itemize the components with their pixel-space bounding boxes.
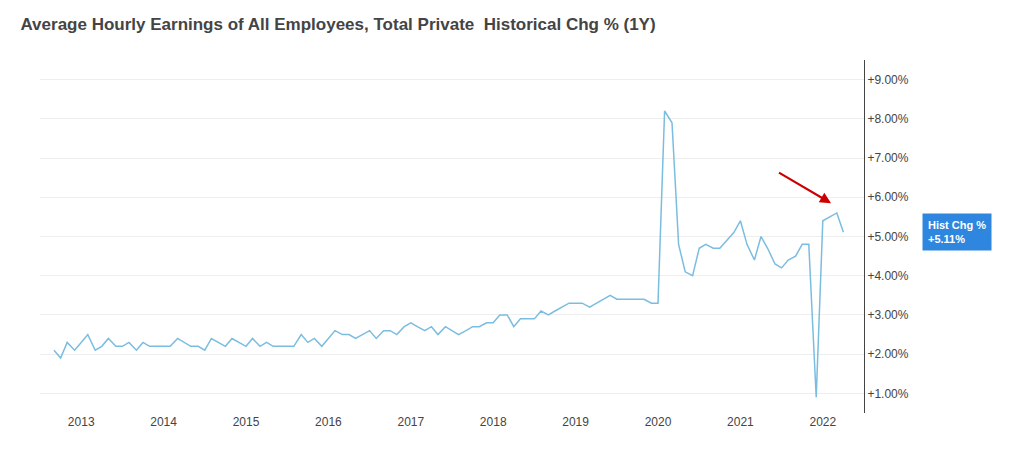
svg-text:2016: 2016 [315, 415, 342, 429]
svg-text:2020: 2020 [645, 415, 672, 429]
svg-text:2019: 2019 [562, 415, 589, 429]
svg-text:Hist Chg %+5.11%: Hist Chg %+5.11% [928, 219, 986, 245]
svg-text:2013: 2013 [68, 415, 95, 429]
svg-text:+2.00%: +2.00% [867, 347, 908, 361]
svg-text:+8.00%: +8.00% [867, 112, 908, 126]
svg-text:2015: 2015 [233, 415, 260, 429]
svg-text:+3.00%: +3.00% [867, 308, 908, 322]
svg-text:+1.00%: +1.00% [867, 387, 908, 401]
svg-text:+9.00%: +9.00% [867, 73, 908, 87]
svg-text:2021: 2021 [727, 415, 754, 429]
svg-text:+6.00%: +6.00% [867, 190, 908, 204]
svg-text:+5.00%: +5.00% [867, 230, 908, 244]
svg-text:+4.00%: +4.00% [867, 269, 908, 283]
svg-text:2017: 2017 [397, 415, 424, 429]
svg-text:2018: 2018 [480, 415, 507, 429]
svg-text:2022: 2022 [809, 415, 836, 429]
svg-text:Average Hourly Earnings of All: Average Hourly Earnings of All Employees… [20, 15, 655, 34]
svg-text:2014: 2014 [150, 415, 177, 429]
svg-text:+7.00%: +7.00% [867, 151, 908, 165]
